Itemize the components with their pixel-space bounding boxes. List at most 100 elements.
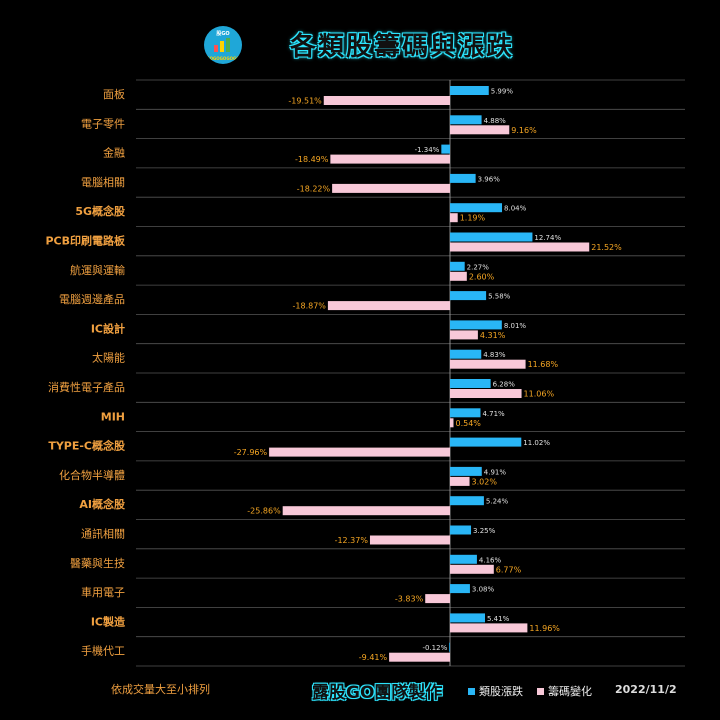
bar-price-change xyxy=(450,173,476,183)
bar-chip-change xyxy=(389,652,450,662)
bar-chip-change xyxy=(450,389,522,398)
category-label: 電腦相關 xyxy=(81,175,125,189)
data-label-price-change: 11.02% xyxy=(523,439,550,447)
data-label-price-change: 4.71% xyxy=(482,410,505,418)
bar-price-change xyxy=(450,115,482,125)
data-label-price-change: 8.01% xyxy=(504,322,527,330)
bar-price-change xyxy=(450,554,477,564)
data-label-chip-change: 11.96% xyxy=(529,624,560,633)
bar-price-change xyxy=(450,261,465,271)
data-label-price-change: 2.27% xyxy=(467,263,490,271)
data-label-chip-change: -18.87% xyxy=(293,302,327,311)
bar-chip-change xyxy=(327,301,450,311)
bar-price-change xyxy=(450,86,489,95)
category-label: IC設計 xyxy=(91,321,125,335)
bar-chip-change xyxy=(450,418,454,428)
data-label-price-change: 5.41% xyxy=(487,615,510,623)
data-label-chip-change: 11.68% xyxy=(528,360,559,369)
bar-price-change xyxy=(441,144,450,154)
data-label-chip-change: -27.96% xyxy=(234,448,268,457)
category-label: 電腦週邊產品 xyxy=(59,292,125,306)
bar-chip-change xyxy=(450,623,528,633)
bar-price-change xyxy=(450,466,482,476)
bar-price-change xyxy=(450,349,482,359)
data-label-price-change: -0.12% xyxy=(422,644,447,652)
bar-chip-change xyxy=(450,125,510,135)
category-label: MIH xyxy=(101,410,125,423)
data-label-price-change: 4.83% xyxy=(483,351,506,359)
legend-label-pink: 籌碼變化 xyxy=(548,685,592,698)
data-label-chip-change: -25.86% xyxy=(247,507,281,516)
category-label: 車用電子 xyxy=(81,585,125,599)
category-label: 金融 xyxy=(103,146,125,160)
category-label: 5G概念股 xyxy=(75,204,126,218)
logo-subtext: GOGOGOGOGO xyxy=(206,56,240,61)
bar-chip-change xyxy=(369,535,450,545)
category-label: 醫藥與生技 xyxy=(70,556,125,570)
data-label-chip-change: -12.37% xyxy=(335,536,369,545)
bar-chip-change xyxy=(450,213,458,223)
data-label-price-change: 4.91% xyxy=(484,468,507,476)
bar-price-change xyxy=(449,642,451,652)
bar-price-change xyxy=(450,203,503,213)
data-label-chip-change: -18.22% xyxy=(297,184,331,193)
page-title: 各類股籌碼與漲跌 xyxy=(290,32,515,62)
data-label-price-change: 4.88% xyxy=(484,117,507,125)
bar-chip-change xyxy=(332,183,450,193)
logo-chart-icon xyxy=(214,38,230,52)
bar-chip-change xyxy=(450,271,467,281)
data-label-price-change: 5.24% xyxy=(486,498,509,506)
category-label: 太陽能 xyxy=(92,351,125,365)
data-label-price-change: 3.08% xyxy=(472,586,495,594)
data-label-chip-change: -19.51% xyxy=(288,97,322,106)
bar-chip-change xyxy=(450,242,590,252)
category-label: 消費性電子產品 xyxy=(48,380,125,394)
category-label: IC製造 xyxy=(91,614,126,628)
category-label: 手機代工 xyxy=(81,644,125,658)
data-label-price-change: 12.74% xyxy=(534,234,561,242)
category-label: PCB印刷電路板 xyxy=(45,234,126,248)
data-label-price-change: 5.58% xyxy=(488,293,511,301)
bar-chip-change xyxy=(323,96,450,105)
bar-chip-change xyxy=(450,359,526,369)
data-label-chip-change: 6.77% xyxy=(496,565,522,574)
category-label: AI概念股 xyxy=(79,497,126,511)
bar-price-change xyxy=(450,408,481,418)
date-label: 2022/11/2 xyxy=(615,683,677,696)
bar-price-change xyxy=(450,437,522,447)
bar-chip-change xyxy=(425,594,450,604)
data-label-chip-change: 4.31% xyxy=(480,331,506,340)
category-label: 電子零件 xyxy=(81,117,125,130)
category-label: 通訊相關 xyxy=(81,527,125,541)
data-label-chip-change: 0.54% xyxy=(455,419,481,428)
data-label-price-change: 4.16% xyxy=(479,556,502,564)
bar-chip-change xyxy=(269,447,450,457)
brand-logo: 股GO GOGOGOGOGO xyxy=(204,26,242,64)
data-label-price-change: 8.04% xyxy=(504,205,527,213)
data-label-price-change: 3.25% xyxy=(473,527,496,535)
category-label: 航運與運輸 xyxy=(70,263,125,277)
legend-swatch-blue xyxy=(468,687,475,695)
data-label-chip-change: 11.06% xyxy=(524,390,555,399)
bar-price-change xyxy=(450,291,487,301)
legend-swatch-pink xyxy=(537,687,544,695)
data-label-chip-change: -3.83% xyxy=(395,595,424,604)
data-label-chip-change: 21.52% xyxy=(591,243,622,252)
bar-chip-change xyxy=(450,476,470,486)
bar-chip-change xyxy=(450,564,494,574)
bar-chip-change xyxy=(450,330,478,340)
data-label-price-change: 6.28% xyxy=(493,381,516,389)
category-label: 化合物半導體 xyxy=(59,468,125,482)
bar-price-change xyxy=(450,379,491,388)
category-label: 面板 xyxy=(103,87,125,101)
data-label-chip-change: -18.49% xyxy=(295,155,329,164)
legend-item-blue: 類股漲跌 xyxy=(468,683,523,699)
chart-legend: 類股漲跌 籌碼變化 xyxy=(468,683,592,699)
logo-text: 股GO xyxy=(216,31,230,37)
bar-price-change xyxy=(450,525,472,535)
data-label-chip-change: 2.60% xyxy=(469,272,495,281)
legend-item-pink: 籌碼變化 xyxy=(537,683,592,699)
category-label: TYPE-C概念股 xyxy=(48,439,126,453)
bar-price-change xyxy=(450,232,533,242)
